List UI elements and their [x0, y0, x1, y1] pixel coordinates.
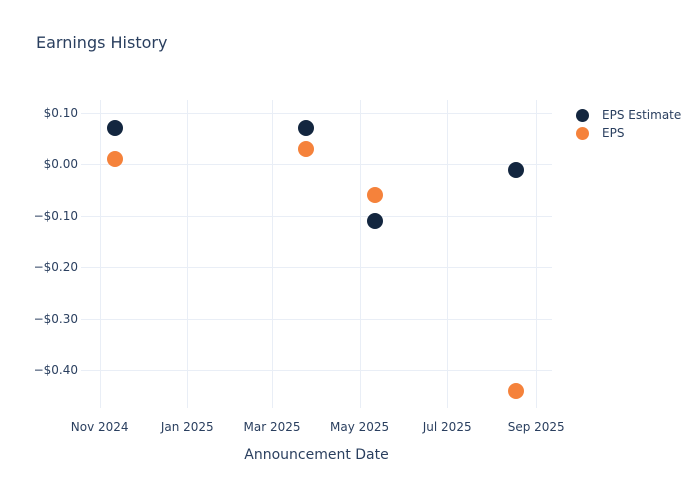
data-point-eps[interactable] — [298, 140, 315, 157]
x-tick-label: Jan 2025 — [160, 420, 214, 434]
chart-title: Earnings History — [36, 33, 168, 52]
legend-item-eps-estimate[interactable]: EPS Estimate — [570, 106, 681, 124]
x-tick-label: May 2025 — [329, 420, 390, 434]
data-point-eps-estimate[interactable] — [107, 120, 124, 137]
gridline-y--0-10 — [81, 112, 552, 114]
gridline-y--0-10 — [81, 215, 552, 217]
gridline-x-jul-2025 — [447, 100, 449, 408]
x-axis-title: Announcement Date — [244, 447, 389, 463]
data-point-eps-estimate[interactable] — [367, 213, 384, 230]
gridline-x-mar-2025 — [271, 100, 273, 408]
plot-area — [81, 100, 552, 408]
x-tick-label: Sep 2025 — [507, 420, 565, 434]
gridline-y--0-30 — [81, 318, 552, 320]
y-tick-label: $0.00 — [43, 157, 78, 172]
gridline-y--0-40 — [81, 370, 552, 372]
gridline-x-sep-2025 — [536, 100, 538, 408]
data-point-eps[interactable] — [107, 151, 124, 168]
legend-marker-icon — [576, 126, 589, 140]
gridline-x-nov-2024 — [99, 100, 101, 408]
data-point-eps-estimate[interactable] — [508, 161, 525, 178]
legend-label: EPS Estimate — [602, 108, 682, 122]
y-tick-label: −$0.40 — [33, 363, 78, 378]
data-point-eps[interactable] — [367, 187, 384, 204]
y-tick-label: −$0.30 — [33, 311, 78, 326]
y-tick-label: $0.10 — [43, 105, 78, 120]
x-tick-label: Nov 2024 — [70, 420, 129, 434]
data-point-eps[interactable] — [508, 383, 525, 399]
gridline-x-jan-2025 — [187, 100, 189, 408]
gridline-y--0-00 — [81, 164, 552, 166]
legend: EPS Estimate EPS — [570, 106, 681, 142]
gridline-y--0-20 — [81, 267, 552, 269]
legend-item-eps[interactable]: EPS — [570, 124, 681, 142]
gridline-x-may-2025 — [359, 100, 361, 408]
y-tick-label: −$0.20 — [33, 260, 78, 275]
x-tick-label: Jul 2025 — [422, 420, 472, 434]
y-tick-label: −$0.10 — [33, 208, 78, 223]
legend-label: EPS — [602, 126, 625, 140]
data-point-eps-estimate[interactable] — [298, 120, 315, 137]
x-tick-label: Mar 2025 — [243, 420, 301, 434]
legend-marker-icon — [576, 108, 589, 122]
